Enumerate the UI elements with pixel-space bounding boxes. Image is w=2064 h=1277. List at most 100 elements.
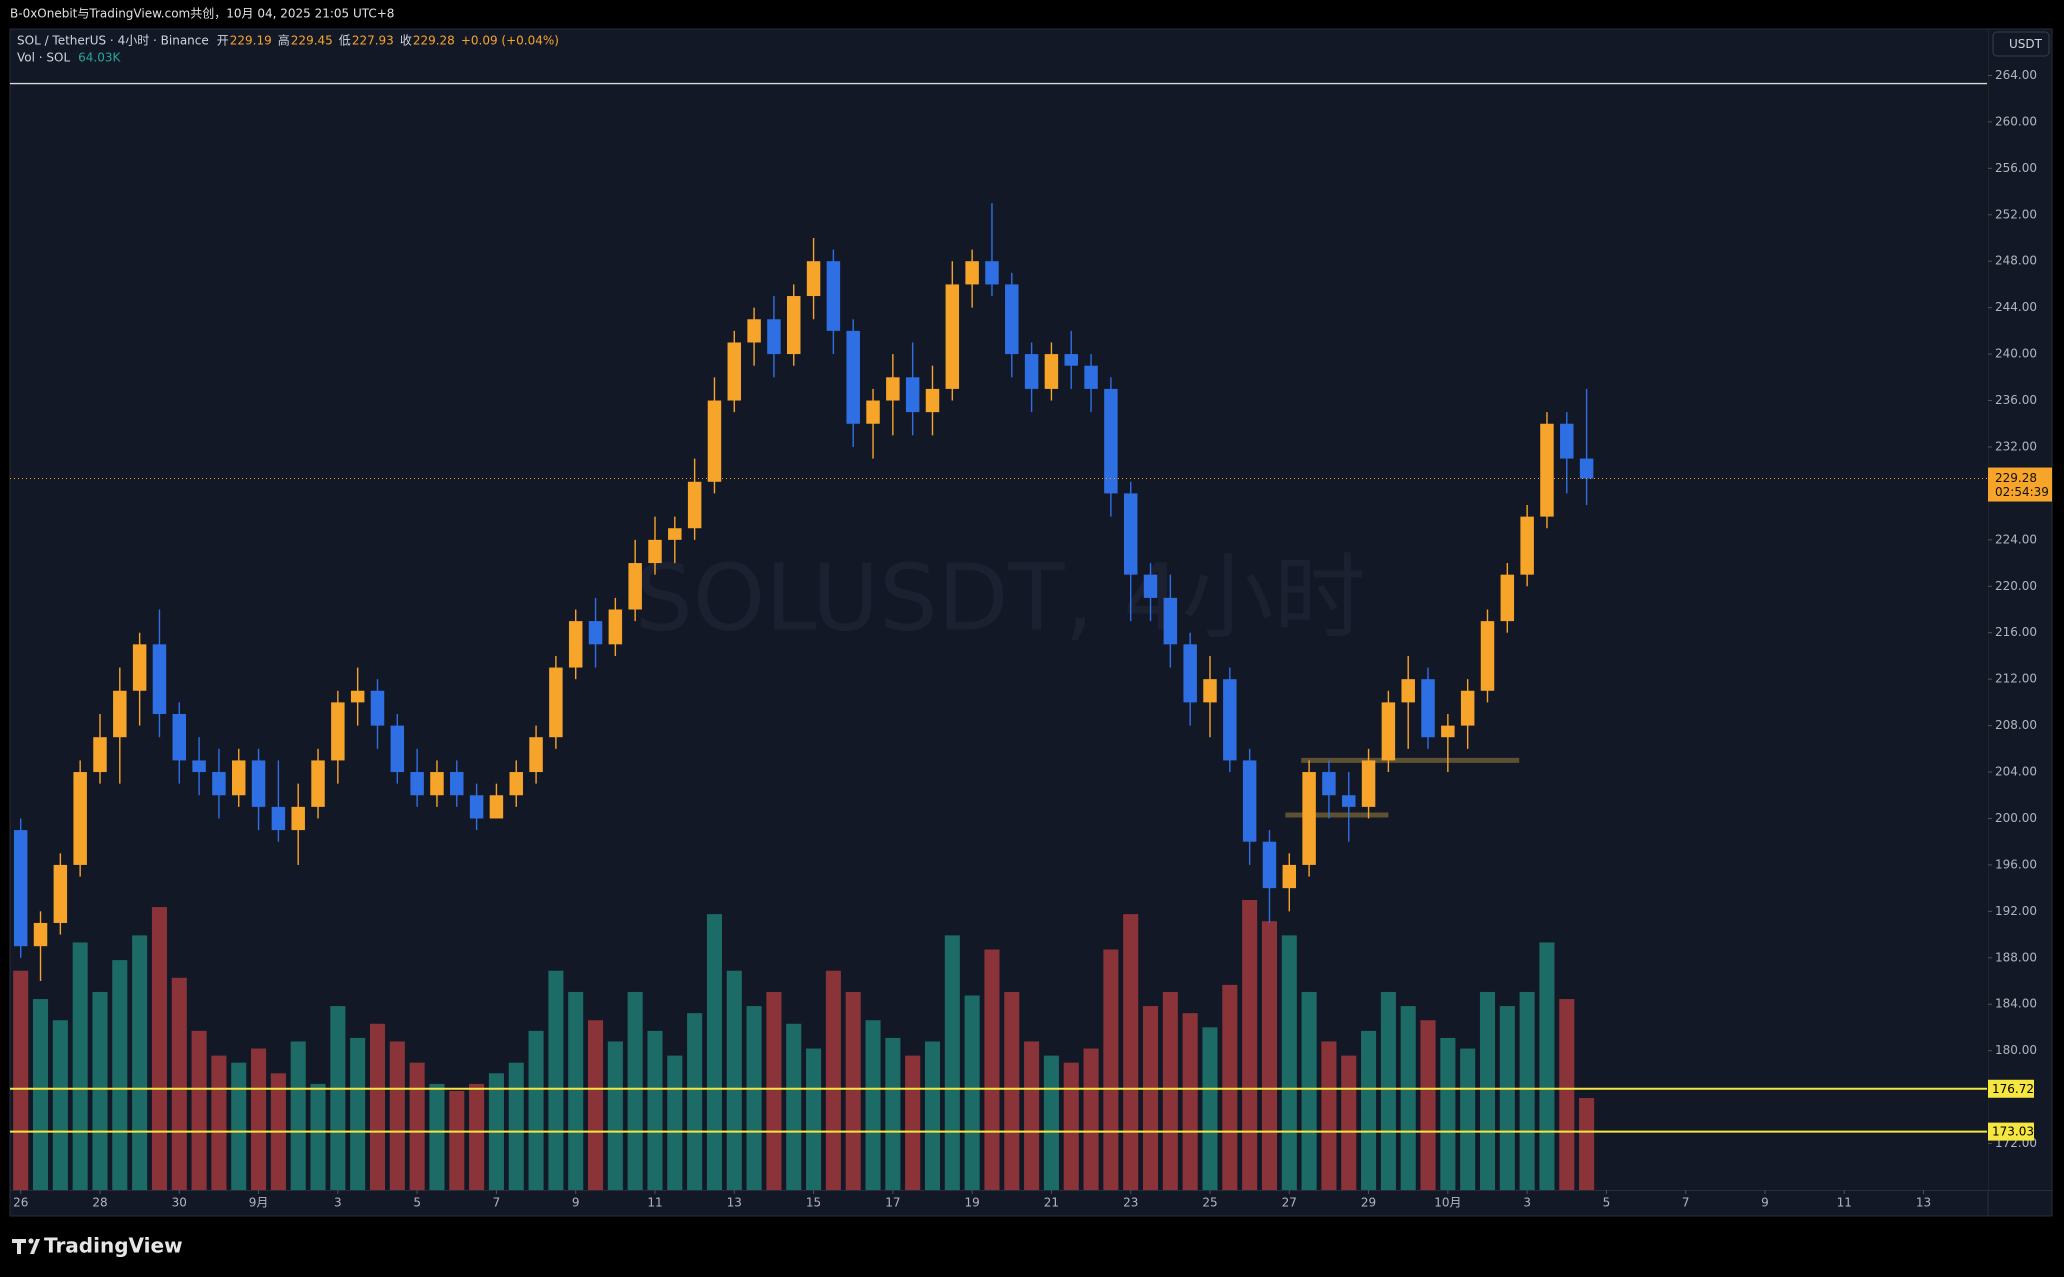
volume-bar [1222, 984, 1238, 1190]
frame [9, 28, 2053, 1217]
candle-body [152, 644, 167, 714]
x-tick-label: 5 [1603, 1196, 1611, 1210]
volume-bar [1083, 1048, 1099, 1190]
volume-bar [1341, 1055, 1357, 1190]
candle-body [1540, 423, 1554, 517]
candle-body [1044, 354, 1059, 389]
volume-bar [1321, 1041, 1337, 1190]
x-tick-label: 3 [334, 1196, 342, 1210]
x-tick-label: 9月 [249, 1196, 269, 1210]
brand: TradingView [44, 1234, 183, 1258]
last-price: 229.28 [1995, 471, 2037, 485]
candle-body [311, 760, 325, 807]
volume-bar [964, 995, 980, 1190]
volume-bar [1063, 1062, 1079, 1190]
candle-body [628, 563, 642, 610]
volume-bar [1202, 1027, 1218, 1190]
candle-body [866, 400, 880, 424]
candle-body [1401, 679, 1415, 703]
candle-body [73, 772, 87, 865]
candle-body [1064, 354, 1078, 366]
candle-body [1163, 597, 1178, 645]
volume-bar [587, 1020, 604, 1190]
currency-box [1992, 31, 2050, 57]
y-tick-label: 196.00 [1995, 857, 2037, 871]
volume-bar [548, 970, 564, 1190]
volume-bar [1261, 921, 1277, 1190]
candle-body [232, 760, 246, 796]
candle-body [430, 772, 444, 796]
volume-bar [1479, 991, 1496, 1190]
candle-body [826, 261, 841, 331]
candle-body [350, 690, 365, 703]
volume-bar [944, 935, 960, 1190]
x-tick-label: 9 [572, 1196, 580, 1210]
volume-bar [528, 1030, 544, 1190]
candle-body [93, 737, 107, 773]
candle-body [1441, 725, 1455, 738]
volume-bar [1361, 1030, 1377, 1190]
candle-body [172, 713, 187, 761]
candle-body [1024, 354, 1039, 389]
candle-body [806, 261, 821, 297]
candle-body [1421, 679, 1435, 738]
volume-bar [766, 991, 782, 1190]
x-tick-label: 10月 [1434, 1196, 1461, 1210]
volume-bar [171, 977, 187, 1190]
x-tick-label: 23 [1123, 1196, 1138, 1210]
x-tick-label: 28 [92, 1196, 107, 1210]
legend-value: 229.45 [291, 34, 333, 48]
y-tick-label: 180.00 [1995, 1043, 2037, 1057]
x-tick-label: 17 [885, 1196, 900, 1210]
volume-bar [667, 1055, 683, 1190]
volume-label: Vol · SOL [17, 51, 70, 65]
volume-bar [627, 991, 643, 1190]
price-change: +0.09 (+0.04%) [461, 34, 559, 48]
candle-body [727, 342, 742, 401]
y-tick-label: 212.00 [1995, 672, 2037, 686]
candle-body [985, 261, 999, 285]
x-tick-label: 27 [1282, 1196, 1297, 1210]
x-tick-label: 11 [647, 1196, 662, 1210]
volume-bar [1162, 991, 1178, 1190]
candle-body [410, 772, 424, 796]
candle-body [1322, 772, 1336, 796]
candle-body [331, 702, 345, 761]
candle-body [1520, 516, 1534, 575]
candle-body [469, 795, 484, 819]
candle-body [1143, 574, 1158, 598]
volume-bar [1420, 1020, 1436, 1190]
y-tick-label: 248.00 [1995, 254, 2037, 268]
volume-bar [112, 960, 128, 1190]
volume-bar [1142, 1006, 1159, 1190]
price-label-box [1988, 1079, 2034, 1098]
candle-body [509, 772, 523, 796]
volume-bar [1242, 900, 1258, 1190]
candle-body [1262, 841, 1277, 889]
y-tick-label: 236.00 [1995, 393, 2037, 407]
candle-body [925, 388, 940, 413]
x-tick-label: 21 [1044, 1196, 1059, 1210]
x-tick-label: 26 [13, 1196, 28, 1210]
y-tick-label: 192.00 [1995, 904, 2037, 918]
volume-bar [72, 942, 88, 1190]
volume-bar [1123, 914, 1139, 1190]
volume-bar [1579, 1098, 1595, 1190]
x-tick-label: 13 [727, 1196, 742, 1210]
x-tick-label: 7 [493, 1196, 501, 1210]
candle-body [1361, 760, 1376, 807]
candle-body [787, 296, 801, 355]
candle-body [1381, 702, 1396, 761]
volume-bar [786, 1023, 802, 1190]
volume-bar [151, 907, 167, 1190]
candle-body [132, 644, 147, 691]
y-tick-label: 184.00 [1995, 997, 2037, 1011]
candle-body [886, 377, 900, 401]
candle-body [13, 830, 28, 947]
volume-bar [607, 1041, 623, 1190]
candle-body [529, 737, 543, 773]
volume-bar [449, 1090, 465, 1190]
volume-bar [1460, 1048, 1476, 1190]
candle-body [113, 690, 127, 738]
watermark: SOLUSDT, 4小时 [634, 544, 1365, 651]
